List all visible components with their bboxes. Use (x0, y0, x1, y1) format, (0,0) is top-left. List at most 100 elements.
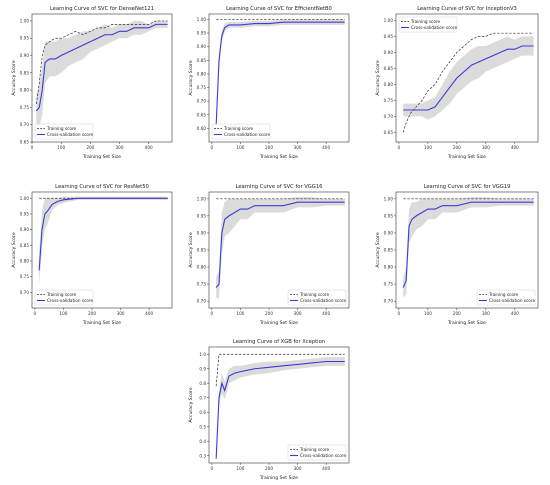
y-tick-label: 0.95 (20, 36, 30, 41)
y-tick-label: 0.80 (20, 258, 30, 263)
legend-box (287, 289, 347, 306)
x-axis-label: Training Set Size (82, 154, 121, 160)
x-tick-label: 100 (424, 311, 432, 316)
chart-title: Learning Curve of SVC for EfficientNetB0 (226, 6, 332, 12)
legend-box (34, 289, 94, 306)
y-tick-label: 0.80 (197, 265, 207, 270)
y-axis-label: Accuracy Score (188, 60, 194, 95)
y-tick-label: 0.5 (199, 424, 206, 429)
x-tick-label: 300 (294, 145, 302, 150)
y-tick-label: 0.75 (197, 85, 207, 90)
chart-title: Learning Curve of SVC for InceptionV3 (417, 6, 517, 12)
x-tick-label: 300 (294, 311, 302, 316)
legend-entry: Cross-validation score (300, 298, 347, 303)
legend-entry: Training score (488, 292, 519, 297)
x-tick-label: 200 (265, 466, 273, 471)
x-tick-label: 0 (211, 145, 214, 150)
y-tick-label: 0.80 (384, 265, 394, 270)
y-tick-label: 0.60 (197, 126, 207, 131)
y-tick-label: 1.00 (20, 18, 30, 23)
y-tick-label: 1.00 (197, 17, 207, 22)
x-tick-label: 200 (265, 145, 273, 150)
cv-std-band (216, 197, 345, 298)
y-tick-label: 0.75 (20, 274, 30, 279)
y-tick-label: 0.8 (199, 381, 206, 386)
chart-title: Learning Curve of SVC for VGG19 (424, 184, 511, 190)
x-tick-label: 400 (322, 466, 330, 471)
chart-panel-7: Learning Curve of XGB for Xception 0.3 0.4… (188, 339, 350, 481)
x-tick-label: 0 (211, 311, 214, 316)
x-axis-label: Training Set Size (82, 320, 121, 326)
x-tick-label: 0 (211, 466, 214, 471)
cross-validation-score-line (215, 21, 345, 126)
x-tick-label: 100 (236, 311, 244, 316)
y-tick-label: 0.70 (384, 299, 394, 304)
chart-title: Learning Curve of SVC for ResNet50 (55, 184, 149, 190)
y-tick-label: 0.85 (197, 248, 207, 253)
chart-title: Learning Curve of SVC for VGG16 (236, 184, 323, 190)
x-tick-label: 0 (398, 145, 401, 150)
y-tick-label: 1.00 (20, 196, 30, 201)
x-tick-label: 200 (265, 311, 273, 316)
cross-validation-score-line (215, 360, 345, 459)
chart-title: Learning Curve of SVC for DenseNet121 (50, 6, 154, 12)
y-tick-label: 0.80 (20, 88, 30, 93)
chart-title: Learning Curve of XGB for Xception (233, 339, 325, 345)
y-tick-label: 1.00 (384, 196, 394, 201)
y-tick-label: 0.3 (199, 453, 206, 458)
x-tick-label: 300 (482, 311, 490, 316)
legend-entry: Cross-validation score (47, 298, 94, 303)
y-tick-label: 0.9 (199, 366, 206, 371)
x-tick-label: 400 (145, 145, 153, 150)
x-tick-label: 200 (86, 145, 94, 150)
y-tick-label: 1.00 (197, 196, 207, 201)
training-score-line (402, 32, 534, 133)
y-tick-label: 0.90 (20, 227, 30, 232)
x-tick-label: 0 (34, 311, 37, 316)
y-tick-label: 0.85 (20, 243, 30, 248)
legend-box (398, 16, 458, 33)
y-tick-label: 0.95 (197, 31, 207, 36)
x-tick-label: 400 (145, 311, 153, 316)
cv-std-band (39, 196, 168, 287)
chart-panel-5: Learning Curve of SVC for VGG16 0.70 0.75 0… (188, 184, 350, 326)
y-tick-label: 0.7 (199, 395, 206, 400)
y-tick-label: 0.85 (20, 70, 30, 75)
y-tick-label: 0.65 (384, 130, 394, 135)
x-axis-label: Training Set Size (259, 475, 298, 481)
x-axis-label: Training Set Size (447, 320, 486, 326)
legend-entry: Cross-validation score (489, 298, 536, 303)
y-tick-label: 0.80 (197, 71, 207, 76)
legend-entry: Cross-validation score (300, 453, 347, 458)
cross-validation-score-line (403, 45, 534, 111)
legend-entry: Cross-validation score (411, 25, 458, 30)
y-tick-label: 0.95 (384, 213, 394, 218)
y-tick-label: 0.95 (197, 213, 207, 218)
y-tick-label: 1.00 (384, 18, 394, 23)
y-tick-label: 0.75 (197, 282, 207, 287)
x-tick-label: 0 (31, 145, 34, 150)
y-tick-label: 0.4 (199, 439, 206, 444)
y-tick-label: 0.6 (199, 410, 206, 415)
legend-entry: Training score (299, 292, 330, 297)
y-tick-label: 0.70 (20, 122, 30, 127)
cv-std-band (403, 197, 534, 298)
x-tick-label: 100 (236, 466, 244, 471)
y-axis-label: Accuracy Score (188, 232, 194, 267)
y-tick-label: 0.90 (197, 44, 207, 49)
legend-box (476, 289, 536, 306)
y-tick-label: 0.70 (20, 290, 30, 295)
y-tick-label: 0.70 (384, 114, 394, 119)
y-tick-label: 0.75 (20, 105, 30, 110)
cross-validation-score-line (35, 23, 168, 112)
x-axis-label: Training Set Size (447, 154, 486, 160)
y-axis-label: Accuracy Score (11, 60, 17, 95)
training-score-line (36, 20, 168, 104)
chart-panel-4: Learning Curve of SVC for ResNet50 0.70 0.… (11, 184, 173, 326)
legend-box (211, 123, 271, 140)
y-tick-label: 0.90 (384, 230, 394, 235)
x-tick-label: 400 (511, 311, 519, 316)
